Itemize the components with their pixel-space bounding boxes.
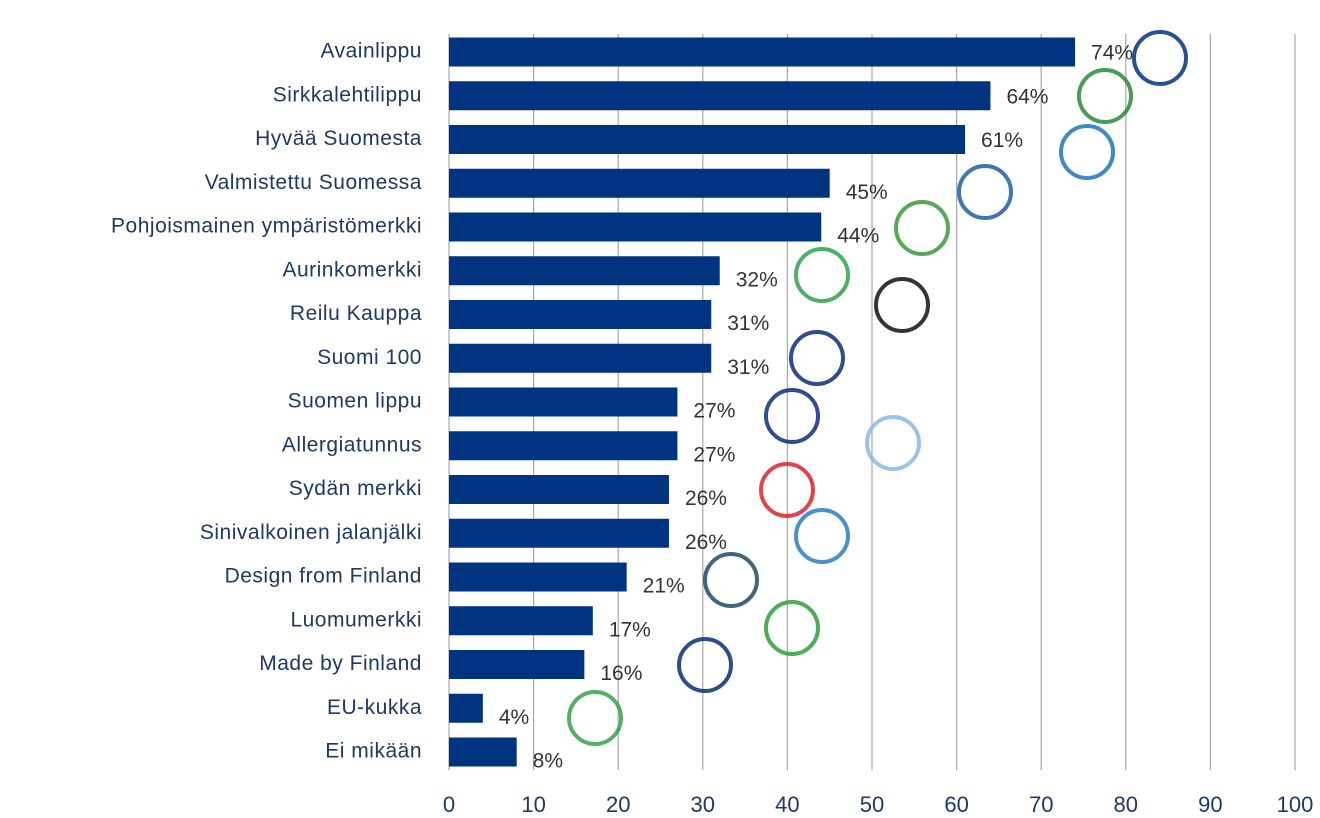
logo — [764, 600, 820, 656]
bar — [449, 518, 669, 548]
x-tick-label: 40 — [775, 792, 799, 817]
x-tick-label: 60 — [944, 792, 968, 817]
bar — [449, 256, 720, 286]
bar — [449, 606, 593, 636]
logo — [874, 277, 930, 333]
x-tick-label: 0 — [443, 792, 455, 817]
value-label: 32% — [736, 268, 778, 291]
value-label: 74% — [1091, 42, 1133, 65]
category-label: Valmistettu Suomessa — [205, 171, 422, 194]
bar — [449, 650, 585, 679]
category-label: Pohjoismainen ympäristömerkki — [111, 215, 422, 238]
value-label: 17% — [609, 618, 651, 641]
bar — [449, 387, 678, 417]
category-label: Ei mikään — [325, 740, 422, 763]
x-tick-label: 90 — [1198, 792, 1222, 817]
bar — [449, 475, 669, 504]
value-label: 61% — [981, 129, 1023, 152]
value-label: 4% — [499, 706, 529, 729]
logo — [759, 462, 815, 518]
logo — [1132, 30, 1188, 86]
category-label: Avainlippu — [320, 40, 422, 63]
logo — [1059, 124, 1115, 180]
category-label: Reilu Kauppa — [290, 302, 422, 325]
bar — [449, 693, 483, 723]
logo — [794, 508, 850, 564]
logo — [957, 164, 1013, 220]
bar — [449, 212, 822, 242]
value-label: 64% — [1006, 85, 1048, 108]
category-label: Suomen lippu — [288, 390, 422, 413]
category-label: Made by Finland — [259, 652, 422, 675]
x-tick-label: 30 — [691, 792, 715, 817]
x-tick-label: 50 — [860, 792, 884, 817]
value-label: 27% — [693, 443, 735, 466]
logo — [764, 388, 820, 444]
bar — [449, 168, 830, 198]
value-label: 26% — [685, 487, 727, 510]
bar — [449, 300, 712, 329]
bar — [449, 37, 1076, 67]
logo — [1077, 68, 1133, 124]
category-label: Sirkkalehtilippu — [273, 83, 422, 106]
category-label: Hyvää Suomesta — [255, 127, 422, 150]
x-tick-label: 80 — [1114, 792, 1138, 817]
category-label: EU-kukka — [327, 696, 422, 719]
category-label: Luomumerkki — [290, 608, 422, 631]
logo — [567, 690, 623, 746]
logo — [703, 552, 759, 608]
value-label: 16% — [600, 662, 642, 685]
bar — [449, 737, 517, 767]
logo — [789, 330, 845, 386]
x-tick-label: 70 — [1029, 792, 1053, 817]
category-label: Sinivalkoinen jalanjälki — [200, 521, 422, 544]
value-label: 45% — [846, 181, 888, 204]
x-tick-label: 20 — [606, 792, 630, 817]
x-tick-label: 10 — [521, 792, 545, 817]
bar — [449, 125, 966, 154]
value-label: 31% — [727, 356, 769, 379]
category-label: Aurinkomerkki — [282, 258, 422, 281]
bar — [449, 562, 627, 592]
bar — [449, 431, 678, 461]
value-label: 21% — [643, 575, 685, 598]
bar — [449, 81, 991, 111]
logo — [865, 415, 921, 471]
category-label: Design from Finland — [225, 565, 422, 588]
value-label: 31% — [727, 312, 769, 335]
logo — [794, 247, 850, 303]
value-label: 8% — [533, 750, 563, 773]
category-label: Suomi 100 — [317, 346, 422, 369]
value-label: 44% — [837, 225, 879, 248]
logo — [894, 200, 950, 256]
value-label: 26% — [685, 531, 727, 554]
category-label: Allergiatunnus — [282, 433, 422, 456]
x-tick-label: 100 — [1277, 792, 1314, 817]
bar — [449, 343, 712, 373]
category-label: Sydän merkki — [289, 477, 422, 500]
logo — [677, 637, 733, 693]
value-label: 27% — [693, 400, 735, 423]
